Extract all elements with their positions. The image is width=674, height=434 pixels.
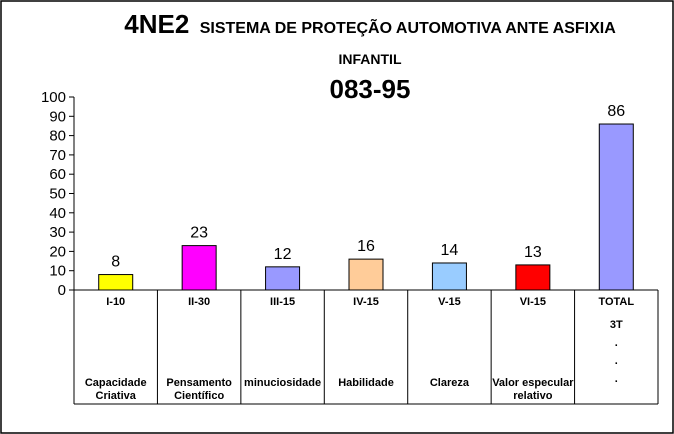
category-sublabel: Científico — [174, 390, 224, 402]
y-tick-label: 80 — [49, 128, 66, 145]
y-ticks: 0 10 20 30 40 50 60 70 80 90 100 — [41, 89, 74, 299]
y-tick-label: 60 — [49, 166, 66, 183]
category-sublabel: Habilidade — [338, 377, 394, 389]
category-label: II-30 — [188, 296, 210, 308]
category-sublabel: . — [615, 373, 618, 385]
category-sublabel: relativo — [513, 390, 552, 402]
data-label: 8 — [111, 254, 120, 271]
category-sublabel: minuciosidade — [244, 377, 321, 389]
data-label: 16 — [357, 238, 375, 255]
category-sublabel: . — [615, 355, 618, 367]
category-sublabel: Criativa — [96, 390, 137, 402]
bar-vi-15 — [515, 264, 551, 291]
chart-subtitle: INFANTIL — [339, 51, 402, 67]
category-label: TOTAL — [598, 296, 634, 308]
category-sublabel: . — [615, 337, 618, 349]
y-tick-label: 20 — [49, 243, 66, 260]
y-tick-label: 0 — [58, 282, 66, 299]
title-text: SISTEMA DE PROTEÇÃO AUTOMOTIVA ANTE ASFI… — [200, 17, 616, 37]
bar-ii-30 — [181, 245, 217, 291]
y-tick-label: 100 — [41, 89, 66, 106]
category-sublabel: Pensamento — [166, 377, 232, 389]
category-label: IV-15 — [353, 296, 379, 308]
y-tick-label: 90 — [49, 108, 66, 125]
title-code: 4NE2 — [124, 9, 189, 39]
chart-title: 4NE2 SISTEMA DE PROTEÇÃO AUTOMOTIVA ANTE… — [124, 9, 616, 39]
chart-number: 083-95 — [330, 74, 411, 104]
category-sublabel: Clareza — [430, 377, 470, 389]
bar-iii-15 — [265, 266, 301, 291]
data-label: 12 — [274, 246, 292, 263]
category-sublabel: Valor especular — [492, 377, 574, 389]
category-label: III-15 — [270, 296, 295, 308]
y-tick-label: 30 — [49, 224, 66, 241]
category-sublabel: 3T — [610, 319, 623, 331]
y-tick-label: 50 — [49, 186, 66, 203]
bars: 8 23 12 16 14 13 86 — [98, 103, 634, 291]
bar-v-15 — [431, 262, 467, 291]
data-label: 13 — [524, 244, 542, 261]
y-tick-label: 40 — [49, 205, 66, 222]
data-label: 14 — [441, 242, 459, 259]
data-label: 23 — [190, 225, 208, 242]
bar-total — [598, 123, 634, 291]
bar-i-10 — [98, 274, 134, 291]
bar-iv-15 — [348, 258, 384, 291]
category-label: VI-15 — [520, 296, 546, 308]
category-label: V-15 — [438, 296, 461, 308]
y-tick-label: 10 — [49, 263, 66, 280]
category-label: I-10 — [106, 296, 125, 308]
data-label: 86 — [607, 103, 625, 120]
y-tick-label: 70 — [49, 147, 66, 164]
category-sublabel: Capacidade — [85, 377, 147, 389]
